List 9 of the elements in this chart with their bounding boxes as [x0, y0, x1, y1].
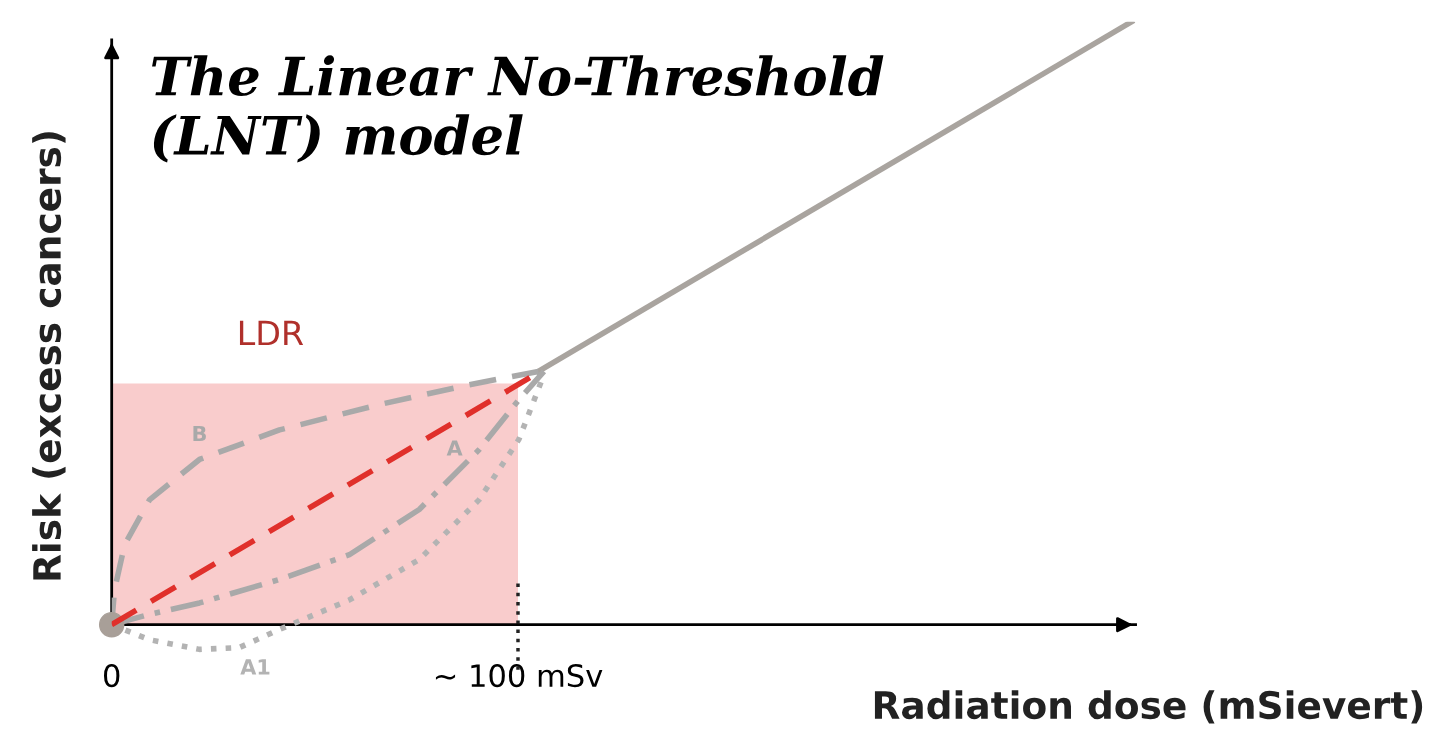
x-axis-title: Radiation dose (mSievert)	[874, 690, 1423, 724]
y-axis-title: Risk (excess cancers)	[32, 132, 66, 580]
annotation: LDR	[239, 320, 304, 346]
series-label: A1	[240, 659, 270, 675]
series-label: A	[446, 440, 463, 456]
text: The Linear No-Threshold (LNT) model	[152, 55, 884, 163]
series-label: B	[193, 425, 206, 442]
x-tick-label: ~ 100 mSv	[435, 664, 603, 688]
x-tick-label: 0	[103, 664, 120, 688]
